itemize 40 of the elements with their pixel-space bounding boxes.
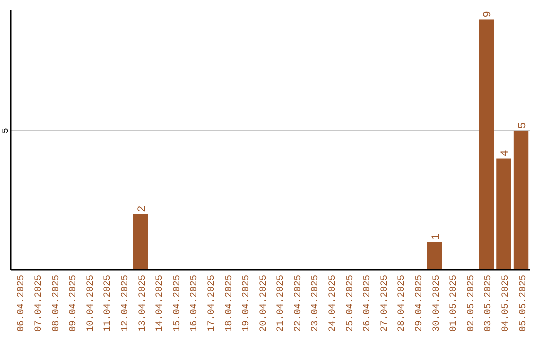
x-tick-label: 29.04.2025 [414,274,424,332]
x-tick-label: 12.04.2025 [120,274,130,332]
x-tick-label: 30.04.2025 [430,274,442,332]
x-tick-label: 03.05.2025 [482,274,494,332]
x-tick-label: 25.04.2025 [344,274,356,332]
x-tick-label: 05.05.2025 [517,274,528,332]
bar [496,158,512,270]
bar [133,214,148,270]
x-tick-label: 08.04.2025 [50,274,62,332]
x-tick-label: 20.04.2025 [258,274,269,332]
x-tick-label: 23.04.2025 [310,274,321,332]
x-tick-label: 06.04.2025 [16,274,27,332]
x-tick-label: 28.04.2025 [396,274,408,332]
x-tick-label: 21.04.2025 [275,274,286,332]
x-tick-label: 11.04.2025 [102,274,114,332]
bar [514,130,529,270]
data-label: 9 [482,11,495,18]
x-tick-label: 09.04.2025 [68,274,79,332]
data-label: 5 [517,122,530,129]
data-label: 4 [500,150,512,157]
x-tick-label: 18.04.2025 [223,274,234,332]
data-label: 2 [136,206,149,212]
x-tick-label: 10.04.2025 [84,274,96,332]
x-tick-label: 02.05.2025 [465,274,476,332]
x-tick-label: 17.04.2025 [206,274,217,332]
data-label: 1 [430,233,443,240]
x-tick-label: 13.04.2025 [136,274,148,332]
x-tick-label: 26.04.2025 [362,274,373,332]
x-tick-label: 01.05.2025 [448,274,460,332]
x-tick-label: 22.04.2025 [292,274,304,332]
x-tick-label: 19.04.2025 [240,274,252,332]
x-tick-label: 27.04.2025 [378,274,390,332]
x-tick-label: 14.04.2025 [154,274,166,332]
x-tick-label: 24.04.2025 [327,274,338,332]
x-tick-label: 07.04.2025 [33,274,44,332]
bar [427,242,442,270]
x-tick-label: 16.04.2025 [188,274,200,332]
x-tick-label: 04.05.2025 [500,274,511,332]
bar [479,20,494,270]
x-tick-label: 15.04.2025 [171,274,182,332]
